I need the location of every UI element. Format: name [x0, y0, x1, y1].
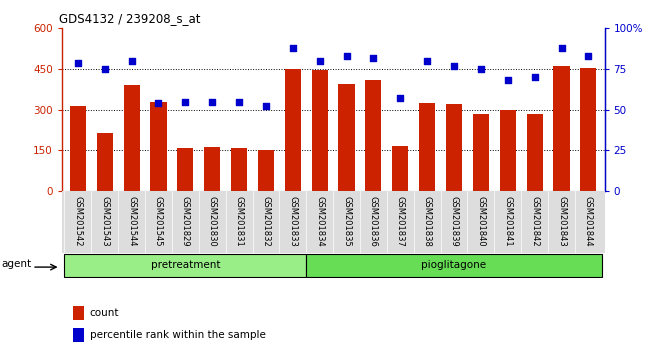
Text: GDS4132 / 239208_s_at: GDS4132 / 239208_s_at [59, 12, 201, 25]
Text: GSM201840: GSM201840 [476, 196, 486, 247]
Point [395, 96, 406, 101]
Point [234, 99, 244, 104]
Text: GSM201842: GSM201842 [530, 196, 539, 247]
Bar [446, 104, 462, 191]
Bar [204, 147, 220, 191]
Bar [97, 133, 113, 191]
Bar [73, 306, 84, 320]
Bar [526, 114, 543, 191]
Point [126, 58, 136, 64]
Point [315, 58, 325, 64]
Text: GSM201831: GSM201831 [235, 196, 244, 247]
Bar [231, 148, 247, 191]
Text: GSM201829: GSM201829 [181, 196, 190, 247]
Bar [473, 114, 489, 191]
Point [287, 45, 298, 51]
FancyBboxPatch shape [64, 254, 306, 277]
Bar [177, 148, 194, 191]
Text: GSM201835: GSM201835 [342, 196, 351, 247]
Text: GSM201839: GSM201839 [450, 196, 458, 247]
Point [556, 45, 567, 51]
Bar [258, 150, 274, 191]
Text: GSM201543: GSM201543 [100, 196, 109, 247]
Point [153, 101, 164, 106]
Text: agent: agent [1, 259, 31, 269]
Bar [580, 68, 597, 191]
Text: pretreatment: pretreatment [151, 260, 220, 270]
Point [422, 58, 432, 64]
Point [207, 99, 217, 104]
Bar [339, 84, 355, 191]
Text: GSM201544: GSM201544 [127, 196, 136, 247]
Point [180, 99, 190, 104]
Text: count: count [90, 308, 120, 318]
Text: GSM201844: GSM201844 [584, 196, 593, 247]
Bar [553, 66, 569, 191]
Text: GSM201837: GSM201837 [396, 196, 405, 247]
Bar [500, 110, 516, 191]
Point [99, 66, 110, 72]
Bar [392, 147, 408, 191]
Bar [419, 103, 436, 191]
Point [369, 55, 379, 61]
Text: GSM201834: GSM201834 [315, 196, 324, 247]
Point [73, 60, 83, 65]
Text: pioglitagone: pioglitagone [421, 260, 487, 270]
Bar [124, 85, 140, 191]
Point [476, 66, 486, 72]
Text: GSM201841: GSM201841 [503, 196, 512, 247]
Point [583, 53, 593, 59]
FancyBboxPatch shape [306, 254, 602, 277]
Text: GSM201832: GSM201832 [261, 196, 270, 247]
Text: GSM201545: GSM201545 [154, 196, 163, 247]
Text: percentile rank within the sample: percentile rank within the sample [90, 330, 266, 340]
Bar [150, 102, 166, 191]
Text: GSM201542: GSM201542 [73, 196, 83, 247]
Bar [285, 69, 301, 191]
Point [530, 74, 540, 80]
Point [449, 63, 460, 69]
Bar [73, 327, 84, 342]
Text: GSM201833: GSM201833 [289, 196, 297, 247]
Text: GSM201830: GSM201830 [208, 196, 216, 247]
Point [502, 78, 513, 83]
Bar [70, 105, 86, 191]
Text: GSM201843: GSM201843 [557, 196, 566, 247]
Text: GSM201836: GSM201836 [369, 196, 378, 247]
Bar [311, 70, 328, 191]
Point [341, 53, 352, 59]
Text: GSM201838: GSM201838 [422, 196, 432, 247]
Point [261, 104, 271, 109]
Bar [365, 80, 382, 191]
